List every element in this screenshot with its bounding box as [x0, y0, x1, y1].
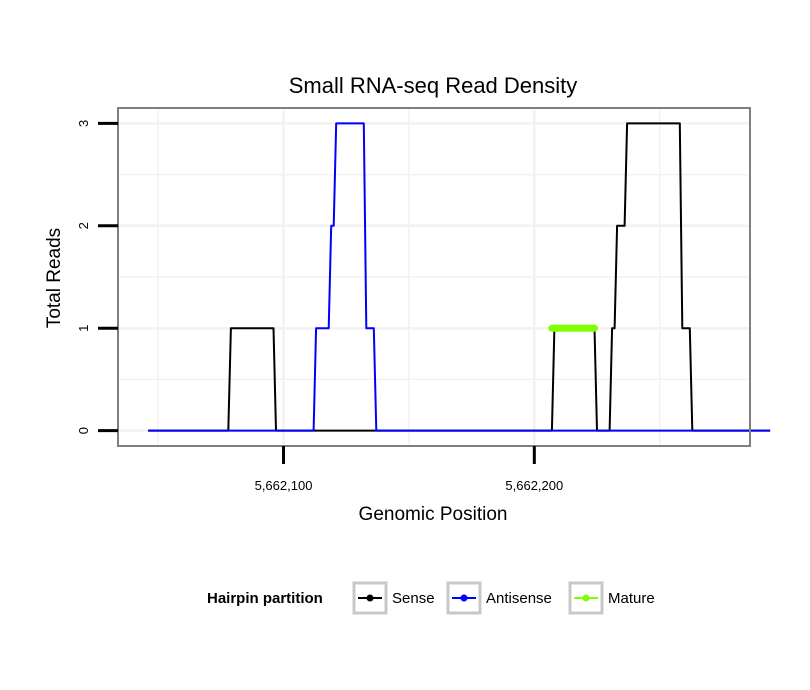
- chart-title: Small RNA-seq Read Density: [289, 73, 578, 98]
- y-tick-label: 1: [76, 325, 91, 332]
- legend-label: Mature: [608, 590, 655, 607]
- legend-label: Sense: [392, 590, 435, 607]
- y-tick-label: 3: [76, 120, 91, 127]
- legend-key-point: [366, 594, 374, 602]
- x-axis: 5,662,100 5,662,200: [255, 446, 563, 493]
- legend-item-antisense: Antisense: [446, 581, 552, 615]
- series-line-sense: [148, 122, 771, 432]
- legend-key-point: [460, 594, 468, 602]
- x-axis-title: Genomic Position: [359, 504, 508, 525]
- legend: Hairpin partition Sense Antisense Mature: [207, 581, 655, 615]
- x-tick-label: 5,662,100: [255, 478, 313, 493]
- legend-item-sense: Sense: [352, 581, 435, 615]
- y-axis-title: Total Reads: [44, 228, 65, 328]
- y-tick-label: 0: [76, 427, 91, 434]
- legend-title: Hairpin partition: [207, 590, 323, 607]
- legend-key-point: [582, 594, 590, 602]
- plot-border: [117, 107, 751, 447]
- series-line-antisense: [148, 122, 771, 432]
- legend-item-mature: Mature: [568, 581, 655, 615]
- y-axis: 0 1 2 3: [76, 120, 118, 434]
- y-tick-label: 2: [76, 222, 91, 229]
- series-layer: [148, 122, 771, 432]
- legend-label: Antisense: [486, 590, 552, 607]
- x-tick-label: 5,662,200: [505, 478, 563, 493]
